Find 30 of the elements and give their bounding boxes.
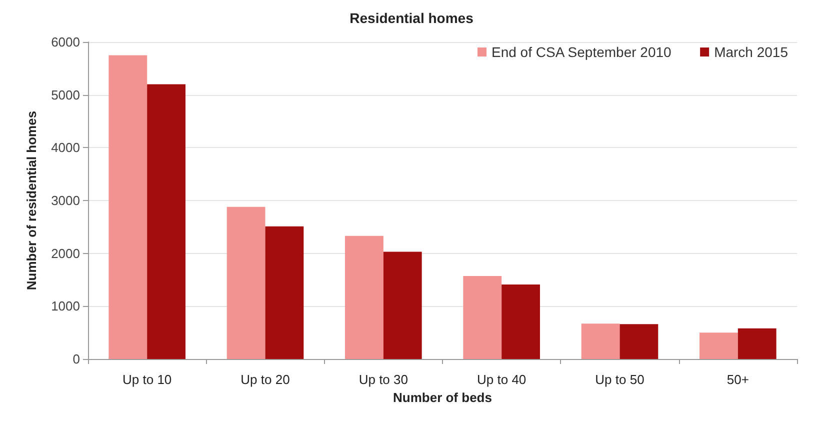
chart-title: Residential homes: [350, 10, 474, 26]
y-tick-label: 3000: [51, 193, 80, 208]
bar: [502, 284, 540, 359]
y-tick-label: 0: [72, 352, 80, 366]
y-tick-label: 5000: [51, 87, 80, 102]
y-axis-title: Number of residential homes: [24, 110, 39, 290]
bar: [226, 206, 266, 359]
y-tick-label: 6000: [51, 34, 80, 50]
x-tick-label: Up to 40: [477, 372, 526, 387]
legend-label: End of CSA September 2010: [492, 44, 672, 60]
x-tick-label: 50+: [726, 372, 749, 387]
x-tick-label: Up to 20: [240, 372, 290, 387]
bar: [463, 276, 502, 359]
bar: [738, 328, 776, 359]
bar: [383, 252, 422, 359]
y-tick-label: 2000: [51, 246, 80, 261]
bar: [345, 236, 384, 359]
bar: [581, 324, 620, 359]
bar: [147, 84, 186, 359]
legend-label: March 2015: [714, 44, 788, 60]
x-tick-label: Up to 30: [358, 372, 408, 387]
x-tick-label: Up to 50: [595, 372, 644, 387]
bar: [700, 332, 738, 359]
bar: [265, 226, 304, 359]
bar: [108, 55, 148, 359]
x-axis-title: Number of beds: [393, 390, 492, 405]
y-tick-label: 1000: [51, 298, 80, 314]
bar: [620, 324, 658, 359]
x-tick-label: Up to 10: [122, 372, 172, 387]
y-tick-label: 4000: [51, 140, 80, 156]
